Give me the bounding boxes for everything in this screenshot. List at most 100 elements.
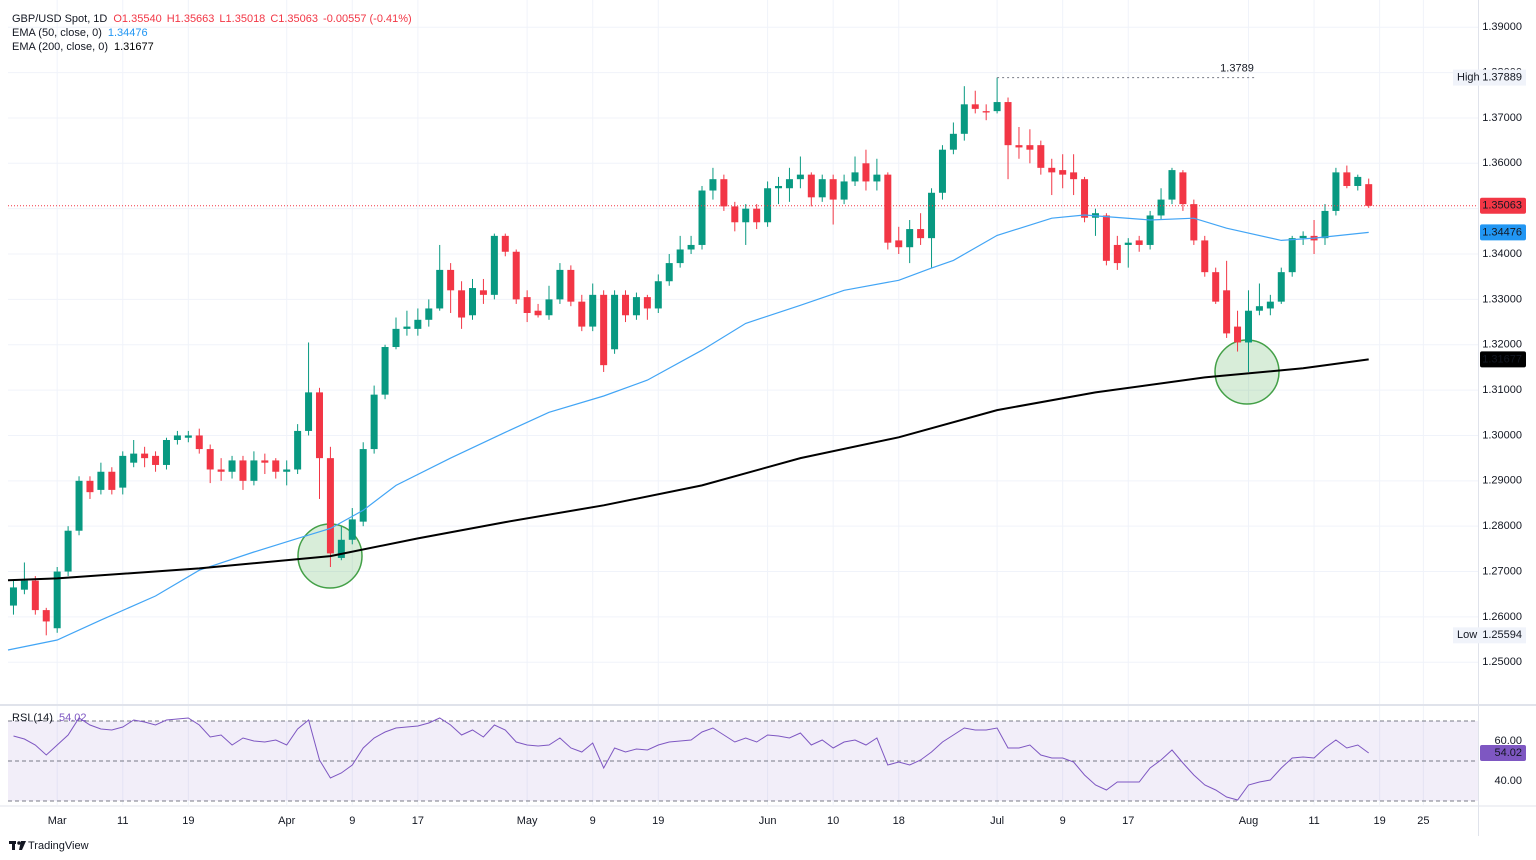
rsi-tick-label: 40.00	[1494, 775, 1522, 787]
candle-body	[501, 235, 509, 252]
candle-body	[458, 290, 466, 318]
rsi-tick-label: 60.00	[1494, 735, 1522, 747]
candle-body	[348, 519, 356, 540]
candle-body	[195, 435, 203, 450]
ema-line	[7, 214, 1369, 651]
y-tick-label: 1.34000	[1482, 248, 1522, 260]
ema-badge	[1480, 351, 1526, 368]
x-tick-label: 19	[1374, 815, 1386, 827]
rsi-legend: RSI (14) 54.02	[12, 712, 87, 724]
candle-body	[53, 571, 61, 629]
y-tick-label: 1.31000	[1482, 384, 1522, 396]
candle-body	[1299, 235, 1307, 239]
candle-body	[1354, 176, 1362, 186]
candle-body	[1026, 145, 1034, 150]
ema-badge	[1480, 224, 1526, 241]
candle-body	[611, 294, 619, 350]
candle-body	[1157, 199, 1165, 216]
candle-body	[775, 185, 783, 189]
candle-body	[764, 188, 772, 223]
candle-body	[1255, 306, 1263, 311]
x-tick-label: Aug	[1239, 815, 1259, 827]
candle-body	[1266, 301, 1274, 309]
candle-body	[687, 244, 695, 250]
candle-body	[829, 179, 837, 200]
x-tick-label: Apr	[278, 815, 295, 827]
candle-body	[1179, 172, 1187, 205]
x-tick-label: May	[517, 815, 538, 827]
candle-body	[851, 172, 859, 182]
candle-body	[1081, 179, 1089, 218]
high-line-label: 1.3789	[1220, 63, 1254, 75]
candle-body	[1168, 170, 1176, 200]
candle-body	[1288, 238, 1296, 273]
y-tick-label: 1.33000	[1482, 293, 1522, 305]
candle-body	[731, 206, 739, 223]
extreme-name: Low	[1457, 629, 1477, 641]
header: GBP/USD Spot, 1D O1.35540 H1.35663 L1.35018…	[12, 13, 412, 25]
candle-body	[928, 192, 936, 239]
candle-body	[1212, 272, 1220, 302]
x-tick-label: 10	[827, 815, 839, 827]
x-tick-label: 11	[117, 815, 128, 827]
candle-body	[206, 449, 214, 470]
candle-body	[556, 269, 564, 300]
y-tick-label: 1.28000	[1482, 520, 1522, 532]
candle-body	[862, 163, 870, 182]
rsi-badge-text: 54.02	[1494, 747, 1522, 759]
low-text: L1.35018	[219, 13, 265, 25]
candle-body	[217, 469, 225, 472]
candle-body	[1234, 326, 1242, 343]
ema-badge-text: 1.34476	[1482, 226, 1522, 238]
candle-body	[1146, 215, 1154, 245]
candle-body	[326, 458, 334, 554]
candle-body	[589, 294, 597, 327]
candle-body	[294, 430, 302, 470]
candle-body	[1223, 290, 1231, 334]
candle-body	[676, 249, 684, 264]
candle-body	[141, 453, 149, 459]
x-tick-label: Jun	[759, 815, 777, 827]
legend-name: EMA (50, close, 0)	[12, 27, 102, 39]
candle-body	[1113, 244, 1121, 264]
extreme-badge	[1453, 627, 1526, 644]
candle-body	[1321, 210, 1329, 239]
candle-body	[1332, 172, 1340, 211]
logo-shape	[17, 841, 21, 845]
x-tick-label: 11	[1308, 815, 1319, 827]
candle-body	[993, 102, 1001, 112]
y-tick-label: 1.37000	[1482, 112, 1522, 124]
candle-body	[545, 299, 553, 316]
y-tick-label: 1.36000	[1482, 157, 1522, 169]
x-tick-label: Jul	[990, 815, 1004, 827]
candle-body	[895, 240, 903, 248]
candle-body	[1004, 102, 1012, 146]
candle-body	[108, 471, 116, 490]
candle-body	[239, 460, 247, 481]
candle-body	[272, 460, 280, 472]
candle-body	[840, 181, 848, 200]
candle-body	[632, 297, 640, 316]
candle-body	[1070, 172, 1078, 180]
x-tick-label: Mar	[48, 815, 67, 827]
candle-body	[654, 281, 662, 309]
candle-body	[971, 104, 979, 109]
candle-body	[1124, 242, 1132, 245]
close-text: C1.35063	[270, 13, 318, 25]
candle-body	[283, 469, 291, 472]
y-tick-label: 1.29000	[1482, 475, 1522, 487]
y-tick-label: 1.39000	[1482, 21, 1522, 33]
candle-body	[818, 179, 826, 198]
candle-body	[9, 587, 17, 606]
open-text: O1.35540	[113, 13, 161, 25]
y-tick-label: 1.26000	[1482, 611, 1522, 623]
candle-body	[698, 190, 706, 245]
candle-body	[1277, 272, 1285, 302]
x-tick-label: 18	[893, 815, 905, 827]
candle-body	[512, 251, 520, 300]
candle-body	[523, 297, 531, 313]
legend-value: 54.02	[59, 712, 87, 724]
candle-body	[884, 174, 892, 243]
candle-body	[785, 179, 793, 189]
candle-body	[1059, 170, 1067, 175]
